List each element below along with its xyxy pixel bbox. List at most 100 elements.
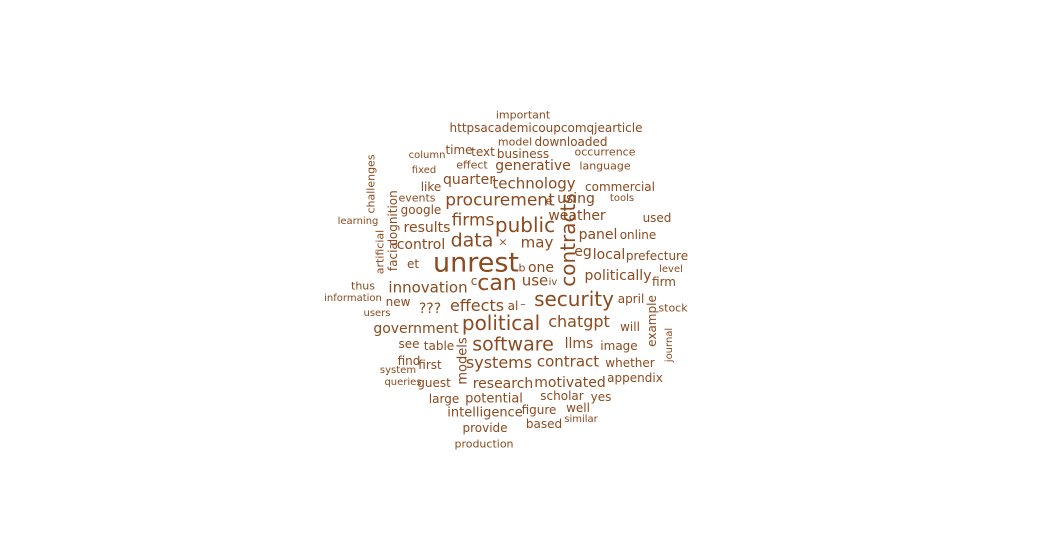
word-contracts: contracts [556, 193, 580, 287]
word-commercial: commercial [585, 180, 655, 194]
word-unrest: unrest [433, 247, 519, 279]
word-production: production [454, 437, 514, 451]
word-al: al [507, 299, 519, 313]
word-queries: queries [384, 377, 422, 388]
word-prefecture: prefecture [625, 249, 689, 263]
word-chatgpt: chatgpt [548, 312, 610, 331]
word-level: level [659, 264, 683, 275]
word-well: well [566, 401, 590, 415]
word-time: time [445, 143, 473, 157]
word-text: text [471, 145, 495, 159]
word-politically: politically [584, 268, 652, 284]
word-generative: generative [495, 158, 571, 174]
word-business: business [496, 147, 550, 161]
word-firms: firms [451, 210, 495, 231]
word-public: public [494, 213, 556, 237]
word-potential: potential [465, 391, 523, 407]
word-times-symbol: × [498, 235, 508, 249]
word-unreadable-glyphs: ??? [418, 301, 442, 317]
word-provide: provide [462, 421, 508, 435]
word-dash: – [520, 297, 526, 311]
word-column: column [408, 150, 446, 161]
word-guest: guest [417, 376, 451, 390]
word-results: results [403, 220, 451, 236]
word-data: data [450, 229, 494, 252]
word-artificial: artificial [373, 229, 387, 275]
word-language: language [579, 159, 631, 173]
word-stock: stock [658, 301, 688, 315]
word-similar: similar [564, 414, 598, 425]
word-httpsacademicoupcomqjearticle: httpsacademicoupcomqjearticle [449, 121, 643, 135]
word-models: models [455, 337, 471, 385]
word-intelligence: intelligence [447, 405, 523, 421]
word-can: can [477, 271, 517, 296]
word-google: google [400, 203, 442, 217]
word-used: used [642, 211, 672, 225]
word-innovation: innovation [388, 278, 468, 297]
word-use: use [521, 271, 549, 290]
word-system: system [379, 365, 417, 376]
word-effects: effects [449, 296, 505, 315]
word-political: political [461, 311, 541, 335]
word-facial: facial [386, 238, 400, 272]
word-new: new [385, 295, 411, 309]
word-model: model [497, 135, 533, 149]
word-april: april [617, 292, 645, 306]
word-eg: eg [574, 244, 592, 260]
word-e: e [545, 194, 553, 208]
word-journal: journal [664, 327, 675, 363]
word-table: table [423, 339, 455, 353]
word-c: c [470, 274, 478, 288]
word-may: may [520, 233, 554, 252]
word-effect: effect [456, 158, 488, 172]
word-technology: technology [492, 174, 576, 193]
word-like: like [420, 180, 442, 194]
word-appendix: appendix [607, 371, 663, 385]
word-control: control [396, 237, 446, 253]
word-et: et [406, 257, 420, 271]
word-systems: systems [465, 353, 533, 372]
word-weather: weather [548, 208, 606, 224]
word-users: users [363, 308, 391, 319]
word-procurement: procurement [445, 190, 555, 211]
word-will: will [620, 320, 640, 334]
word-see: see [398, 337, 420, 351]
word-research: research [472, 376, 534, 392]
word-yes: yes [590, 390, 612, 404]
word-challenges: challenges [364, 154, 378, 214]
word-using: using [557, 191, 595, 207]
word-downloaded: downloaded [534, 135, 608, 149]
word-find: find [397, 354, 421, 368]
word-fixed: fixed [411, 165, 437, 176]
word-panel: panel [578, 227, 618, 243]
word-figure: figure [521, 403, 557, 417]
word-government: government [373, 321, 459, 337]
word-scholar: scholar [540, 389, 584, 403]
word-iv: iv [548, 277, 558, 288]
word-llms: llms [564, 336, 594, 352]
word-cognition: cognition [386, 190, 400, 246]
word-important: important [495, 108, 551, 122]
word-b: b [518, 261, 526, 275]
word-events: events [398, 191, 436, 205]
word-firm: firm [652, 275, 676, 289]
word-large: large [428, 392, 460, 406]
word-software: software [472, 333, 554, 356]
word-learning: learning [337, 216, 379, 227]
word-online: online [619, 228, 657, 242]
word-first: first [418, 358, 442, 372]
word-thus: thus [351, 279, 375, 293]
word-local: local [592, 247, 626, 263]
word-contract: contract [536, 352, 600, 371]
word-motivated: motivated [534, 375, 606, 391]
word-based: based [525, 417, 563, 431]
word-security: security [534, 287, 614, 311]
word-example: example [645, 295, 659, 347]
word-tools: tools [609, 193, 635, 204]
word-one: one [527, 260, 555, 276]
word-whether: whether [605, 356, 655, 370]
word-quarter: quarter [443, 172, 495, 188]
word-image: image [600, 339, 638, 353]
word-information: information [324, 293, 382, 304]
